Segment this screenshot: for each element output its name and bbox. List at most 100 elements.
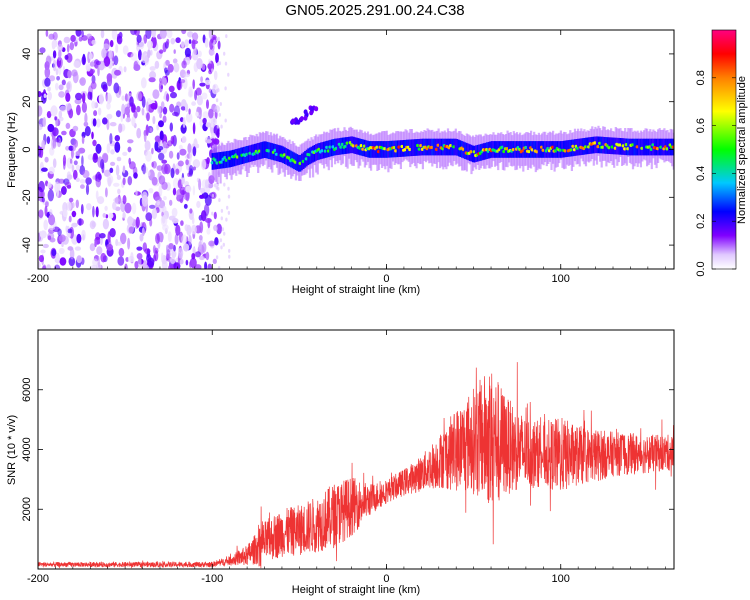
noise-cell xyxy=(162,205,167,213)
noise-cell xyxy=(219,238,223,243)
signal-band-cell xyxy=(464,142,467,159)
noise-cell xyxy=(86,203,92,211)
signal-core-cell xyxy=(358,146,362,150)
noise-cell xyxy=(201,242,207,253)
spur-cell xyxy=(310,106,314,112)
noise-cell xyxy=(152,245,156,254)
noise-cell xyxy=(196,58,203,70)
noise-cell xyxy=(109,133,113,145)
noise-cell xyxy=(44,66,51,79)
signal-core-cell xyxy=(461,147,465,151)
noise-cell xyxy=(214,183,217,188)
noise-cell xyxy=(195,251,201,258)
noise-cell xyxy=(57,43,64,52)
noise-cell xyxy=(185,259,189,266)
signal-band-cell xyxy=(377,141,381,158)
noise-cell xyxy=(65,122,71,129)
signal-band-cell xyxy=(666,138,669,156)
noise-cell xyxy=(70,34,76,43)
signal-core-cell xyxy=(331,145,335,149)
noise-cell xyxy=(157,105,162,115)
noise-cell xyxy=(185,103,189,113)
signal-band-cell xyxy=(552,141,555,158)
signal-band-cell xyxy=(432,138,435,156)
noise-cell xyxy=(199,82,206,87)
noise-cell xyxy=(99,233,106,239)
noise-cell xyxy=(104,205,108,211)
noise-cell xyxy=(102,218,109,230)
noise-cell xyxy=(54,116,57,121)
noise-cell xyxy=(133,64,141,71)
noise-cell xyxy=(151,147,154,155)
noise-cell xyxy=(170,167,175,179)
noise-cell xyxy=(84,126,91,137)
signal-band-cell xyxy=(638,138,641,156)
noise-cell xyxy=(183,243,190,252)
noise-cell xyxy=(112,201,117,210)
noise-cell xyxy=(213,211,217,220)
noise-cell xyxy=(110,149,115,155)
signal-band-cell xyxy=(630,138,633,156)
noise-cell xyxy=(91,131,94,140)
noise-cell xyxy=(93,110,98,117)
noise-cell xyxy=(156,165,163,172)
noise-cell xyxy=(49,237,56,243)
noise-cell xyxy=(134,261,139,269)
noise-cell xyxy=(182,77,188,90)
noise-cell xyxy=(207,263,212,269)
noise-cell xyxy=(166,93,170,102)
signal-band-cell xyxy=(456,139,459,156)
noise-cell xyxy=(204,179,210,189)
signal-band-cell xyxy=(599,136,602,154)
noise-cell xyxy=(211,68,214,73)
noise-cell xyxy=(73,169,78,180)
noise-cell xyxy=(81,155,84,167)
noise-cell xyxy=(102,84,108,93)
noise-cell xyxy=(145,124,149,136)
noise-cell xyxy=(162,224,169,231)
noise-cell xyxy=(120,232,127,245)
noise-cell xyxy=(92,139,97,147)
noise-cell xyxy=(206,227,211,235)
noise-cell xyxy=(211,193,215,198)
noise-cell xyxy=(158,81,163,93)
signal-band-cell xyxy=(608,137,611,154)
noise-cell xyxy=(124,106,131,116)
snr-background xyxy=(38,330,674,569)
signal-band-cell xyxy=(534,141,537,158)
signal-band-cell xyxy=(326,140,329,158)
signal-core-cell xyxy=(339,145,343,149)
signal-band-cell xyxy=(217,152,221,169)
noise-cell xyxy=(145,150,152,162)
noise-cell xyxy=(56,56,63,69)
noise-cell xyxy=(136,253,143,260)
noise-cell xyxy=(154,140,159,152)
noise-cell xyxy=(168,150,174,159)
noise-cell xyxy=(109,228,116,238)
signal-band-cell xyxy=(614,137,617,155)
noise-cell xyxy=(161,159,168,164)
noise-cell xyxy=(173,62,180,73)
noise-cell xyxy=(191,224,197,235)
noise-cell xyxy=(97,173,102,181)
noise-cell xyxy=(135,216,140,228)
noise-cell xyxy=(102,213,107,218)
noise-cell xyxy=(206,157,210,165)
noise-cell xyxy=(159,49,164,54)
signal-band-cell xyxy=(569,139,572,157)
signal-core-cell xyxy=(640,146,644,150)
x-tick-label: 100 xyxy=(552,273,570,285)
noise-cell xyxy=(121,95,125,101)
x-tick-label: 100 xyxy=(552,573,570,585)
noise-cell xyxy=(159,30,167,39)
noise-cell xyxy=(215,52,219,64)
noise-cell xyxy=(173,49,176,54)
colorbar-tick-label: 0.6 xyxy=(695,118,707,133)
signal-core-cell xyxy=(572,148,577,152)
signal-band-cell xyxy=(589,137,592,154)
noise-cell xyxy=(91,100,96,109)
signal-core-cell xyxy=(635,145,639,149)
noise-cell xyxy=(65,225,68,233)
signal-core-cell xyxy=(540,145,544,149)
noise-cell xyxy=(58,234,66,242)
